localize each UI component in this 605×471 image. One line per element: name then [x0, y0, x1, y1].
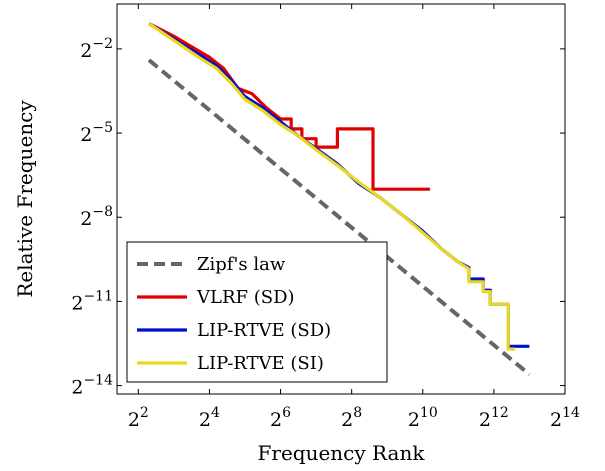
- x-tick-label: 24: [199, 405, 220, 431]
- legend-label-3: LIP-RTVE (SI): [197, 353, 324, 374]
- series-line-3: [148, 22, 516, 351]
- x-tick-label: 28: [341, 405, 362, 431]
- y-tick-label: 2−2: [80, 36, 113, 62]
- legend-label-2: LIP-RTVE (SD): [197, 320, 331, 341]
- legend: Zipf's law VLRF (SD) LIP-RTVE (SD) LIP-RTVE…: [126, 241, 388, 383]
- series-line-0: [147, 58, 531, 376]
- plot-area-frame: [116, 3, 566, 395]
- x-tick-label: 212: [479, 405, 509, 431]
- x-tick-label: 26: [270, 405, 291, 431]
- legend-box: [126, 241, 388, 383]
- x-tick-label: 214: [550, 405, 580, 431]
- x-tick-label: 210: [408, 405, 438, 431]
- series-line-1: [148, 22, 430, 191]
- y-tick-label: 2−11: [71, 288, 113, 314]
- y-tick-label: 2−8: [80, 204, 113, 230]
- legend-label-0: Zipf's law: [197, 254, 286, 275]
- series-layer: [147, 22, 531, 376]
- y-tick-label: 2−5: [80, 120, 113, 146]
- legend-label-1: VLRF (SD): [196, 287, 295, 308]
- y-tick-label: 2−14: [71, 373, 113, 399]
- x-tick-label: 22: [128, 405, 149, 431]
- y-axis-title: Relative Frequency: [13, 100, 37, 298]
- x-axis-title: Frequency Rank: [258, 441, 426, 465]
